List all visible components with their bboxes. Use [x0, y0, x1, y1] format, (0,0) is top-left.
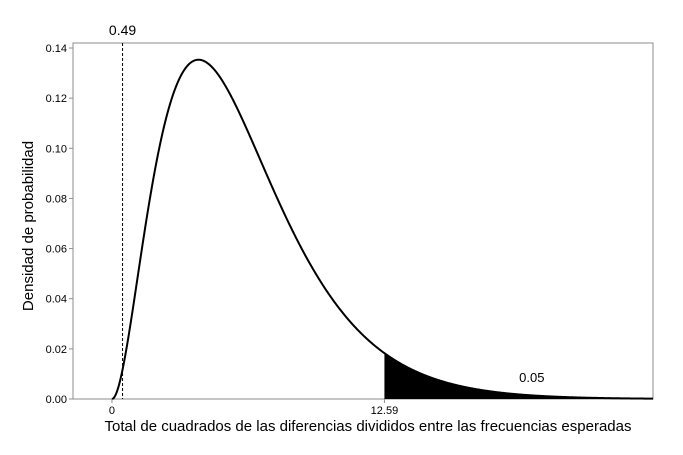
y-tick-label: 0.10: [46, 143, 67, 155]
x-axis-title: Total de cuadrados de las diferencias di…: [105, 418, 632, 435]
x-tick-label: 0: [109, 405, 115, 417]
reference-line-label: 0.49: [109, 22, 136, 38]
y-tick-label: 0.06: [46, 244, 67, 256]
y-tick-label: 0.02: [46, 344, 67, 356]
y-tick-label: 0.00: [46, 394, 67, 406]
y-tick-label: 0.04: [46, 294, 67, 306]
density-curve: [111, 58, 654, 400]
shaded-area-label: 0.05: [519, 370, 544, 385]
y-axis-title: Densidad de probabilidad: [20, 141, 37, 311]
y-tick-label: 0.14: [46, 43, 67, 55]
shaded-tail-area: [384, 353, 653, 399]
y-tick-label: 0.12: [46, 93, 67, 105]
plot-frame: [72, 42, 654, 400]
y-tick-label: 0.08: [46, 193, 67, 205]
x-tick-label: 12.59: [371, 405, 399, 417]
